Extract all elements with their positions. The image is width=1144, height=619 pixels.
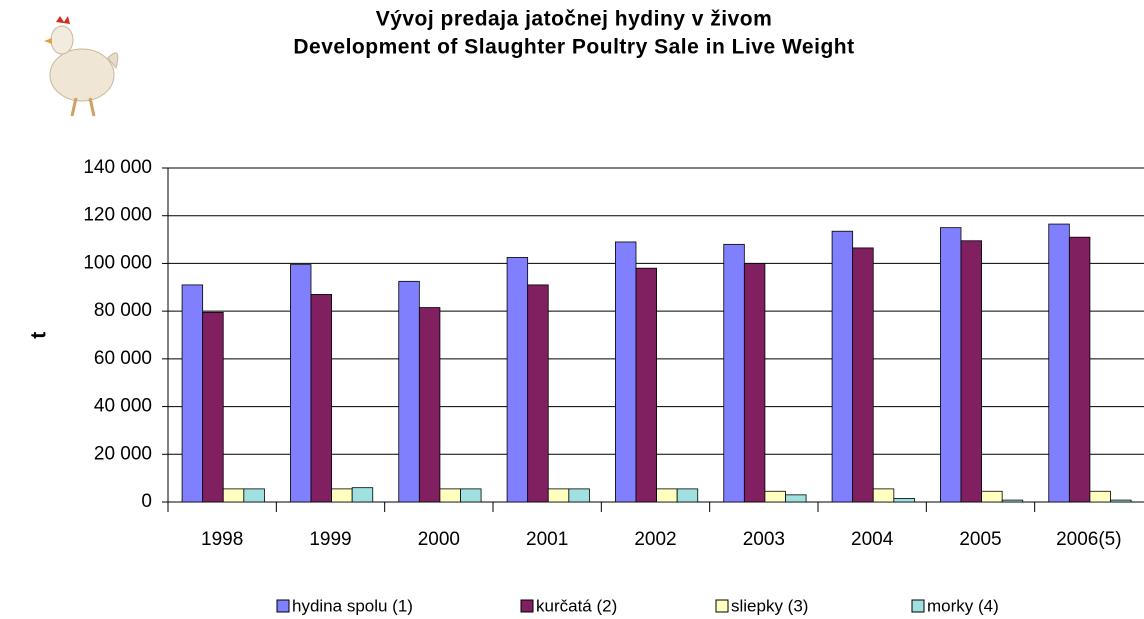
chart-subtitle: Development of Slaughter Poultry Sale in… [293,36,854,59]
bar [290,264,312,503]
bar [960,240,982,503]
legend-swatch [520,599,534,613]
x-tick-label: 1999 [309,529,351,550]
bar [547,488,570,503]
bar [1089,490,1111,503]
legend-swatch [911,599,925,613]
y-tick-label: 0 [141,491,152,512]
bar [1001,499,1024,503]
bar [181,284,204,503]
bar [676,488,699,503]
bar [635,267,657,503]
legend-swatch [276,599,290,613]
bar [615,241,637,503]
y-tick-label: 60 000 [94,348,152,369]
x-tick-label: 2005 [959,529,1001,550]
y-tick-label: 120 000 [83,205,152,226]
bar [202,311,224,503]
legend-label: morky (4) [927,596,999,615]
x-tick-label: 2001 [526,529,568,550]
y-tick-label: 40 000 [94,396,152,417]
bar [1048,223,1070,503]
x-tick-label: 2006(5) [1056,529,1122,550]
legend-label: sliepky (3) [731,596,808,615]
y-tick-label: 140 000 [83,157,152,178]
bar [243,488,265,503]
bar [785,494,807,503]
bar [351,487,374,503]
x-tick-label: 2003 [743,529,785,550]
x-tick-label: 2002 [634,529,676,550]
bar [743,263,766,503]
legend-label: kurčatá (2) [536,596,617,615]
bar [656,488,678,503]
bar [527,284,549,503]
x-tick-label: 1998 [201,529,243,550]
bar [568,488,590,503]
x-tick-label: 2000 [418,529,460,550]
bar [1068,236,1091,503]
bar [418,307,441,503]
bar [852,247,874,503]
bar [893,498,915,503]
bar [723,243,745,503]
y-tick-label: 100 000 [83,252,152,273]
y-tick-label: 80 000 [94,300,152,321]
bar [940,227,962,503]
bar [872,488,895,503]
bar [460,488,482,503]
x-tick-label: 2004 [851,529,894,550]
bar [439,488,461,503]
chicken-icon [44,16,119,117]
bar [506,257,529,503]
bar [1110,499,1132,503]
legend-swatch [715,599,729,613]
bar [310,294,332,503]
bar [331,488,353,503]
bar [981,490,1003,503]
bar [831,230,854,503]
y-tick-label: 20 000 [94,443,152,464]
bar [764,490,786,503]
bar [398,280,420,503]
chart-title: Vývoj predaja jatočnej hydiny v živom [376,8,773,31]
bar [222,488,245,503]
y-axis-label: t [28,331,51,339]
legend-label: hydina spolu (1) [292,596,413,615]
